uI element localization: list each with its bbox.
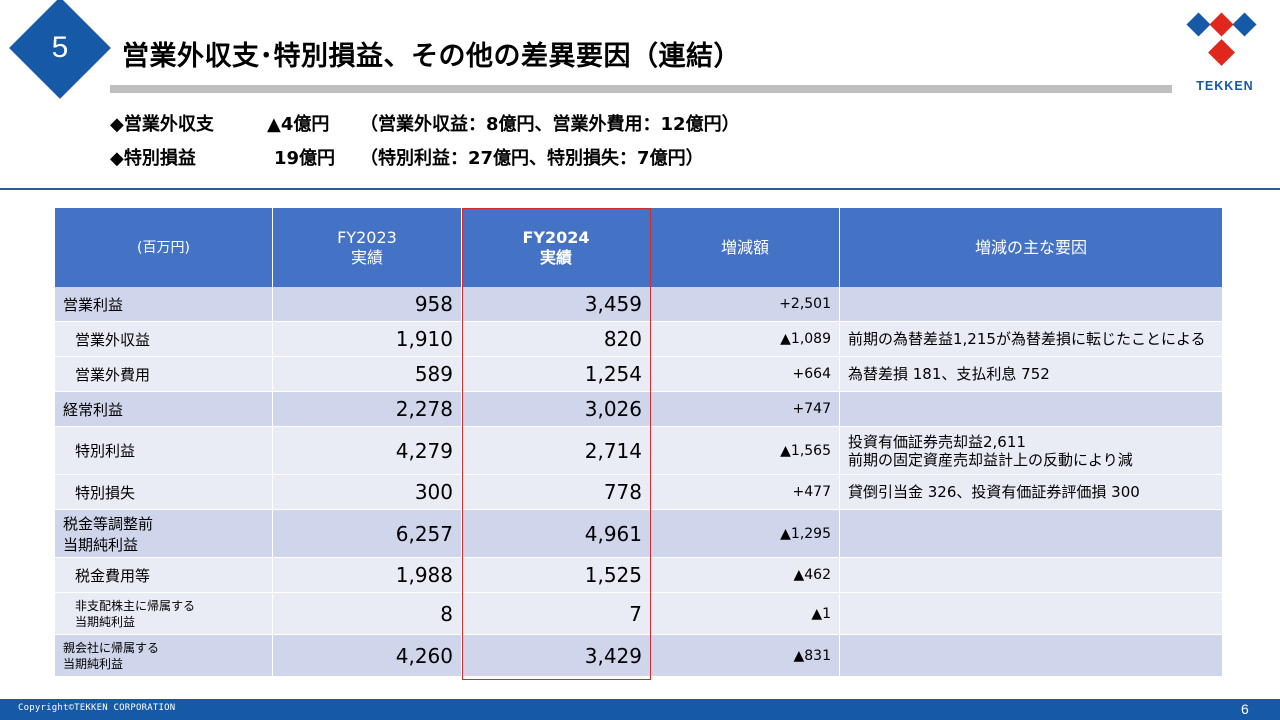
fy2024-value: 1,525: [462, 558, 651, 593]
reason-cell: 貸倒引当金 326、投資有価証券評価損 300: [840, 475, 1223, 510]
fy2024-value: 1,254: [462, 357, 651, 392]
row-label: 特別利益: [55, 427, 273, 475]
fy2023-header-sub: 実績: [350, 247, 383, 267]
fy2023-value: 8: [273, 593, 462, 635]
logo-bottom-diamond-icon: [1208, 39, 1235, 66]
fy2024-value: 3,459: [462, 287, 651, 322]
fy2023-value: 589: [273, 357, 462, 392]
row-label-line-2: 当期純利益: [75, 614, 136, 629]
table-row: 特別利益 4,279 2,714 ▲1,565 投資有価証券売却益2,611 前…: [55, 427, 1223, 475]
reason-cell: 前期の為替差益1,215が為替差損に転じたことによる: [840, 322, 1223, 357]
diff-value: ▲1,295: [651, 510, 840, 558]
fy2024-value: 3,429: [462, 635, 651, 677]
diff-value: ▲1,565: [651, 427, 840, 475]
diff-value: ▲462: [651, 558, 840, 593]
table-row: 営業外収益 1,910 820 ▲1,089 前期の為替差益1,215が為替差損…: [55, 322, 1223, 357]
fy2024-value: 7: [462, 593, 651, 635]
logo-text: TEKKEN: [1196, 79, 1254, 93]
row-label: 経常利益: [55, 392, 273, 427]
reason-cell: [840, 392, 1223, 427]
fy2023-value: 1,910: [273, 322, 462, 357]
diff-value: +2,501: [651, 287, 840, 322]
summary-detail: （特別利益：27億円、特別損失：7億円）: [360, 148, 704, 169]
table-row: 特別損失 300 778 +477 貸倒引当金 326、投資有価証券評価損 30…: [55, 475, 1223, 510]
summary-amount: ▲4億円: [267, 114, 330, 135]
reason-cell: [840, 635, 1223, 677]
row-label-line-1: 親会社に帰属する: [63, 640, 160, 655]
reason-line-1: 投資有価証券売却益2,611: [848, 432, 1026, 451]
table-row: 非支配株主に帰属する 当期純利益 8 7 ▲1: [55, 593, 1223, 635]
row-label: 営業外費用: [55, 357, 273, 392]
fy2023-value: 958: [273, 287, 462, 322]
row-label: 税金費用等: [55, 558, 273, 593]
variance-table: (百万円) FY2023 実績 FY2024 実績 増減額 増減の主な要因 営業…: [55, 208, 1223, 677]
fy2023-value: 1,988: [273, 558, 462, 593]
row-label-line-1: 税金等調整前: [63, 514, 154, 533]
diff-value: +747: [651, 392, 840, 427]
logo-middle-diamond-icon: [1209, 12, 1234, 37]
row-label: 営業外収益: [55, 322, 273, 357]
fy2024-value: 820: [462, 322, 651, 357]
tekken-logo: TEKKEN: [1185, 10, 1265, 95]
diff-value: +477: [651, 475, 840, 510]
fy2023-header: FY2023 実績: [273, 208, 462, 287]
fy2024-value: 778: [462, 475, 651, 510]
footer-bar: Copyright©TEKKEN CORPORATION 6: [0, 699, 1280, 720]
fy2023-value: 300: [273, 475, 462, 510]
diff-value: ▲1: [651, 593, 840, 635]
fy2024-header-year: FY2024: [522, 227, 590, 247]
reason-line-2: 前期の固定資産売却益計上の反動により減: [848, 450, 1133, 469]
fy2023-value: 2,278: [273, 392, 462, 427]
row-label-line-1: 非支配株主に帰属する: [75, 598, 196, 613]
row-label: 非支配株主に帰属する 当期純利益: [55, 593, 273, 635]
table-row: 親会社に帰属する 当期純利益 4,260 3,429 ▲831: [55, 635, 1223, 677]
table-row: 税金費用等 1,988 1,525 ▲462: [55, 558, 1223, 593]
summary-amount: 19億円: [274, 148, 336, 169]
summary-detail: （営業外収益：8億円、営業外費用：12億円）: [360, 114, 740, 135]
reason-header: 増減の主な要因: [840, 208, 1223, 287]
reason-cell: [840, 510, 1223, 558]
fy2023-value: 4,279: [273, 427, 462, 475]
table-row: 税金等調整前 当期純利益 6,257 4,961 ▲1,295: [55, 510, 1223, 558]
table-row: 経常利益 2,278 3,026 +747: [55, 392, 1223, 427]
unit-header: (百万円): [55, 208, 273, 287]
section-divider: [0, 188, 1280, 190]
fy2024-header: FY2024 実績: [462, 208, 651, 287]
fy2024-value: 2,714: [462, 427, 651, 475]
row-label-line-2: 当期純利益: [63, 535, 139, 554]
table-header-row: (百万円) FY2023 実績 FY2024 実績 増減額 増減の主な要因: [55, 208, 1223, 287]
table-row: 営業利益 958 3,459 +2,501: [55, 287, 1223, 322]
reason-cell: 為替差損 181、支払利息 752: [840, 357, 1223, 392]
title-underline: [110, 85, 1172, 93]
fy2024-value: 4,961: [462, 510, 651, 558]
summary-label: ◆営業外収支: [110, 114, 214, 135]
row-label: 親会社に帰属する 当期純利益: [55, 635, 273, 677]
row-label-line-2: 当期純利益: [63, 656, 124, 671]
reason-cell: [840, 287, 1223, 322]
diff-value: +664: [651, 357, 840, 392]
fy2024-value: 3,026: [462, 392, 651, 427]
row-label: 営業利益: [55, 287, 273, 322]
fy2023-value: 4,260: [273, 635, 462, 677]
diff-header: 増減額: [651, 208, 840, 287]
page-title: 営業外収支･特別損益、その他の差異要因（連結）: [122, 41, 741, 72]
section-number: 5: [51, 31, 69, 64]
diff-value: ▲831: [651, 635, 840, 677]
logo-left-diamond-icon: [1186, 12, 1211, 37]
reason-cell: 投資有価証券売却益2,611 前期の固定資産売却益計上の反動により減: [840, 427, 1223, 475]
fy2023-header-year: FY2023: [337, 227, 397, 247]
logo-right-diamond-icon: [1232, 12, 1257, 37]
reason-cell: [840, 558, 1223, 593]
fy2024-header-sub: 実績: [539, 247, 572, 267]
fy2023-value: 6,257: [273, 510, 462, 558]
summary-label: ◆特別損益: [110, 148, 196, 169]
reason-cell: [840, 593, 1223, 635]
row-label: 税金等調整前 当期純利益: [55, 510, 273, 558]
page-number: 6: [1241, 701, 1249, 717]
diff-value: ▲1,089: [651, 322, 840, 357]
copyright-text: Copyright©TEKKEN CORPORATION: [18, 703, 176, 713]
table-row: 営業外費用 589 1,254 +664 為替差損 181、支払利息 752: [55, 357, 1223, 392]
row-label: 特別損失: [55, 475, 273, 510]
